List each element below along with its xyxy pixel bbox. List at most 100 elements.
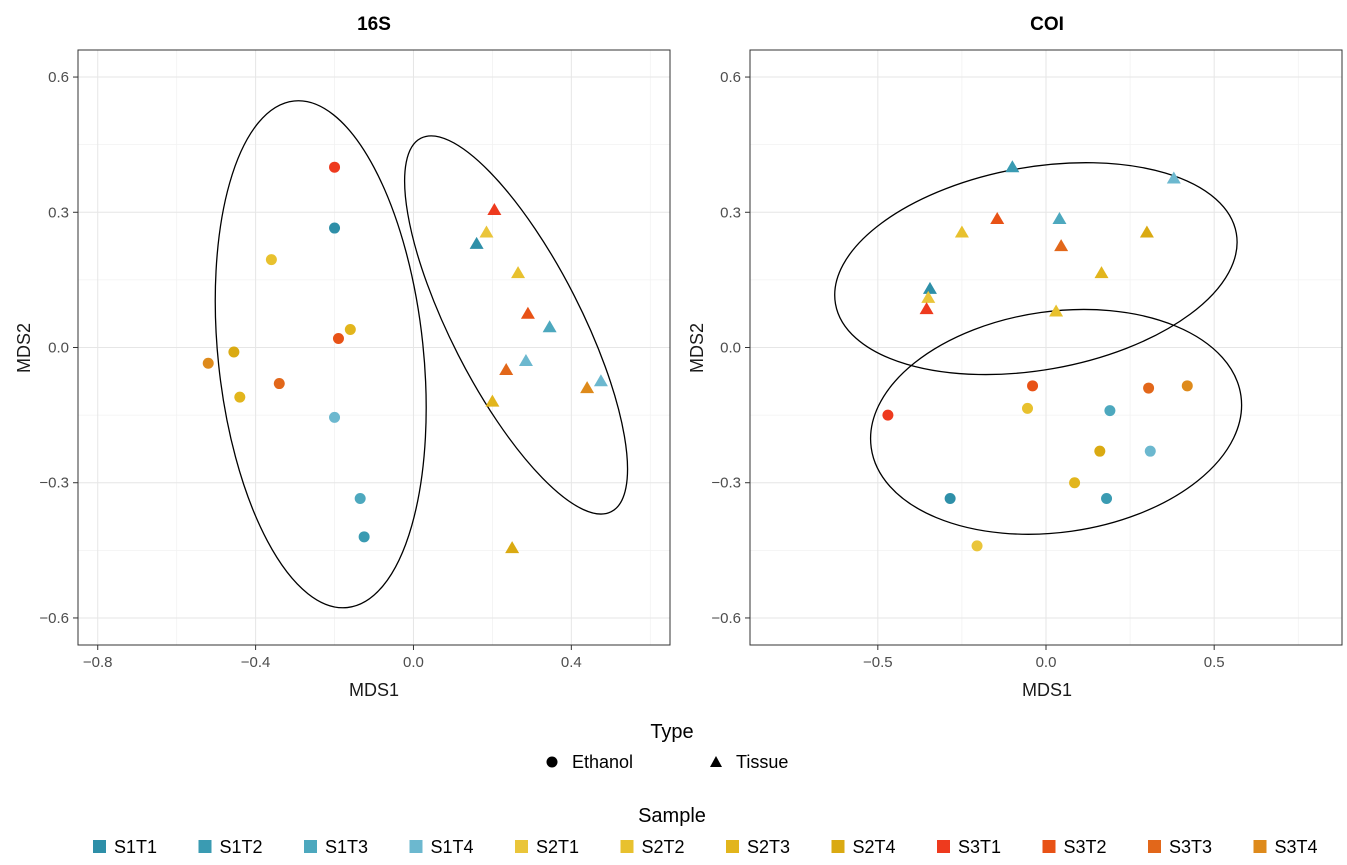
legend-swatch-s3t4	[1253, 840, 1267, 853]
x-ticks: −0.8 −0.4 0.0 0.4	[83, 645, 582, 671]
point-tissue-s3t1	[487, 203, 502, 216]
legend-triangle-symbol	[710, 756, 722, 767]
point-tissue-s2t3	[485, 394, 500, 407]
legend-swatch-s3t1	[937, 840, 950, 853]
point-tissue-s2t1	[479, 225, 494, 238]
point-tissue-s2t4	[505, 541, 520, 554]
x-tick-label: 0.0	[403, 654, 424, 671]
legend-swatch-s1t4	[409, 840, 423, 853]
point-ethanol-s3t4	[1181, 380, 1193, 392]
point-tissue-s3t1	[919, 302, 934, 315]
point-tissue-s3t2	[520, 306, 535, 319]
x-ticks: −0.5 0.0 0.5	[863, 645, 1225, 671]
point-ethanol-s1t2	[358, 531, 370, 543]
x-tick-label: 0.5	[1204, 654, 1225, 671]
y-tick-label: 0.0	[48, 340, 69, 357]
point-tissue-s1t3	[1052, 212, 1067, 225]
panel-coi: COI −0.5 0.0 0.5 −0.6 −0.3 0.0 0.3 0.6 MDS1 MD…	[687, 14, 1343, 700]
point-tissue-s3t3	[1054, 239, 1069, 252]
legend-sample-label: S1T3	[325, 837, 368, 857]
point-ethanol-s2t4	[228, 346, 240, 358]
point-tissue-s2t3	[1094, 266, 1109, 279]
confidence-ellipse	[834, 162, 1238, 376]
point-tissue-s1t3	[542, 320, 557, 333]
point-ethanol-s2t4	[1094, 445, 1106, 457]
point-ethanol-s2t3	[234, 391, 246, 403]
legend-sample-items: S1T1 S1T2 S1T3 S1T4 S2T1 S2T2 S2T3 S2T4 S3T1 S3T2…	[93, 837, 1318, 857]
point-tissue-s1t2	[1005, 160, 1020, 173]
point-ethanol-s3t1	[882, 409, 894, 421]
point-ethanol-s3t3	[1143, 382, 1155, 394]
point-ethanol-s3t2	[1027, 380, 1039, 392]
point-tissue-s1t1	[469, 236, 484, 249]
legend-swatch-s3t3	[1148, 840, 1161, 853]
point-ethanol-s3t3	[273, 378, 285, 390]
legend-type: Type Ethanol Tissue	[546, 721, 788, 772]
y-axis-title: MDS2	[687, 323, 707, 373]
legend-sample-label: S1T4	[431, 837, 474, 857]
point-tissue-s3t3	[499, 363, 514, 376]
legend-sample-label: S2T4	[853, 837, 896, 857]
point-tissue-s2t2	[1049, 304, 1064, 317]
point-tissue-s3t2	[990, 212, 1005, 225]
y-tick-label: −0.6	[711, 610, 741, 627]
x-axis-title: MDS1	[349, 680, 399, 700]
point-ethanol-s2t3	[344, 323, 356, 335]
y-tick-label: 0.0	[720, 340, 741, 357]
legend-swatch-s2t3	[726, 840, 739, 853]
points	[202, 161, 608, 554]
x-tick-label: −0.5	[863, 654, 893, 671]
y-tick-label: −0.6	[39, 610, 69, 627]
point-ethanol-s2t2	[1022, 402, 1033, 414]
ellipses	[834, 162, 1243, 535]
point-ethanol-s1t2	[1101, 493, 1113, 505]
point-tissue-s2t2	[954, 225, 969, 238]
y-tick-label: −0.3	[39, 475, 69, 492]
confidence-ellipse	[214, 100, 427, 609]
point-ethanol-s1t3	[354, 493, 366, 505]
point-ethanol-s1t4	[1144, 445, 1156, 457]
x-tick-label: −0.4	[241, 654, 271, 671]
legend-type-title: Type	[650, 721, 693, 743]
legend-sample-label: S3T2	[1064, 837, 1107, 857]
legend-sample-label: S1T2	[220, 837, 263, 857]
legend-sample: Sample S1T1 S1T2 S1T3 S1T4 S2T1 S2T2 S2T3 S2T4 S…	[93, 805, 1318, 857]
point-ethanol-s1t1	[329, 222, 341, 234]
panel-title: 16S	[357, 14, 391, 35]
point-ethanol-s2t3	[1069, 477, 1081, 489]
point-tissue-s1t4	[518, 354, 533, 367]
confidence-ellipse	[869, 308, 1243, 535]
legend-swatch-s2t4	[831, 840, 845, 853]
panel-title: COI	[1030, 14, 1064, 35]
points	[882, 160, 1193, 552]
point-tissue-s1t4	[593, 374, 608, 387]
point-tissue-s3t4	[580, 381, 595, 394]
y-tick-label: 0.6	[720, 69, 741, 86]
confidence-ellipse	[403, 135, 629, 515]
point-tissue-s2t1	[921, 290, 936, 303]
point-tissue-s1t1	[922, 281, 937, 294]
legend-circle-symbol	[546, 756, 558, 768]
ellipses	[214, 100, 629, 609]
panel-16s: 16S −0.8 −0.4 0.0 0.4 −0.6 −0.3 0.0 0.3 0.6 MDS…	[14, 14, 671, 700]
legend-type-label: Tissue	[736, 752, 788, 772]
x-tick-label: −0.8	[83, 654, 113, 671]
legend-swatch-s1t1	[93, 840, 106, 853]
y-tick-label: 0.3	[720, 204, 741, 221]
y-tick-label: 0.3	[48, 204, 69, 221]
legend-sample-label: S3T4	[1275, 837, 1318, 857]
point-ethanol-s1t4	[329, 411, 341, 423]
y-tick-label: 0.6	[48, 69, 69, 86]
x-tick-label: 0.0	[1036, 654, 1057, 671]
legend-sample-label: S2T2	[642, 837, 685, 857]
point-ethanol-s2t1	[971, 540, 983, 552]
x-tick-label: 0.4	[561, 654, 582, 671]
y-tick-label: −0.3	[711, 475, 741, 492]
legend-sample-label: S3T1	[958, 837, 1001, 857]
legend-swatch-s1t3	[304, 840, 317, 853]
point-ethanol-s3t2	[332, 332, 344, 344]
point-ethanol-s3t4	[202, 357, 214, 369]
legend-sample-title: Sample	[638, 805, 706, 827]
legend-sample-label: S2T1	[536, 837, 579, 857]
